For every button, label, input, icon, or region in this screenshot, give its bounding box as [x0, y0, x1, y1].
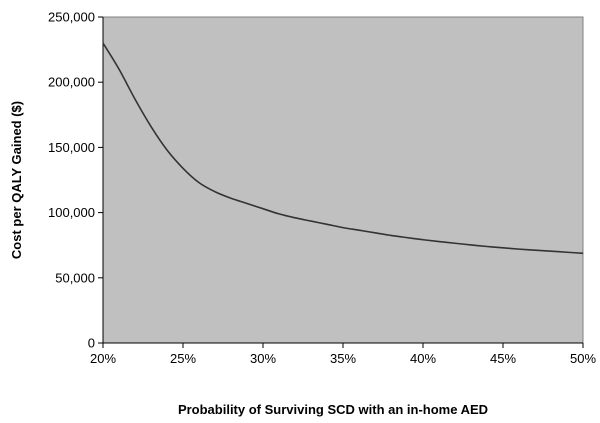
x-tick-label: 30% — [250, 351, 276, 366]
y-tick-label: 100,000 — [48, 205, 95, 220]
y-tick-label: 50,000 — [55, 270, 95, 285]
x-tick-label: 20% — [90, 351, 116, 366]
y-tick-label: 200,000 — [48, 75, 95, 90]
x-axis-title: Probability of Surviving SCD with an in-… — [178, 402, 488, 417]
x-tick-label: 25% — [170, 351, 196, 366]
y-axis: 0 50,000 100,000 150,000 200,000 250,000 — [48, 10, 104, 351]
y-axis-title: Cost per QALY Gained ($) — [9, 101, 24, 259]
y-tick-label: 150,000 — [48, 140, 95, 155]
x-axis: 20% 25% 30% 35% 40% 45% 50% — [90, 342, 596, 366]
x-tick-label: 45% — [490, 351, 516, 366]
x-tick-label: 40% — [410, 351, 436, 366]
y-tick-label: 0 — [88, 336, 95, 351]
y-tick-label: 250,000 — [48, 10, 95, 25]
x-tick-label: 50% — [570, 351, 596, 366]
x-tick-label: 35% — [330, 351, 356, 366]
series-line — [102, 42, 584, 255]
plot-area — [102, 16, 584, 344]
